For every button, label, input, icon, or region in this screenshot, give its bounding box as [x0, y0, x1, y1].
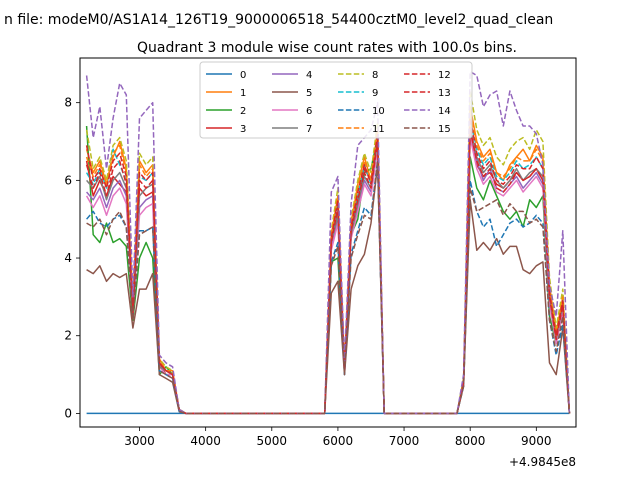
legend-label-6: 6 [306, 106, 312, 117]
y-axis: 0 2 4 6 8 [64, 96, 80, 420]
chart-title: Quadrant 3 module wise count rates with … [137, 40, 517, 56]
figure-suptitle: n file: modeM0/AS1A14_126T19_9000006518_… [4, 12, 554, 28]
x-tick-label: 7000 [389, 434, 420, 448]
series-line-14 [85, 70, 571, 415]
legend-label-5: 5 [306, 88, 312, 99]
x-tick-label: 6000 [323, 434, 354, 448]
axes-frame [79, 57, 577, 428]
legend-label-7: 7 [306, 124, 312, 135]
x-tick-label: 5000 [257, 434, 288, 448]
series-line-8 [85, 90, 571, 415]
legend-label-9: 9 [372, 88, 378, 99]
series-line-13 [85, 129, 571, 415]
legend-label-8: 8 [372, 70, 378, 81]
y-tick-label: 8 [64, 96, 72, 110]
legend-label-15: 15 [438, 124, 451, 135]
legend-box [199, 61, 473, 139]
x-tick-label: 3000 [124, 434, 155, 448]
x-tick-label: 4000 [190, 434, 221, 448]
y-tick-label: 4 [64, 251, 72, 265]
y-tick-label: 0 [64, 406, 72, 420]
legend-label-3: 3 [240, 124, 246, 135]
legend-label-11: 11 [372, 124, 385, 135]
legend-label-1: 1 [240, 88, 246, 99]
legend-label-14: 14 [438, 106, 451, 117]
x-offset-label: +4.9845e8 [509, 455, 576, 469]
x-tick-label: 8000 [455, 434, 486, 448]
y-tick-label: 2 [64, 329, 72, 343]
plot-area [85, 70, 571, 415]
legend-label-0: 0 [240, 70, 246, 81]
series-line-12 [85, 117, 571, 415]
y-tick-label: 6 [64, 173, 72, 187]
legend-label-4: 4 [306, 70, 312, 81]
x-axis: 3000 4000 5000 6000 7000 8000 9000 [124, 427, 552, 448]
legend-label-2: 2 [240, 106, 246, 117]
x-tick-label: 9000 [521, 434, 552, 448]
legend-label-10: 10 [372, 106, 385, 117]
series-line-15 [86, 160, 571, 415]
legend-label-13: 13 [438, 88, 451, 99]
legend-label-12: 12 [438, 70, 451, 81]
